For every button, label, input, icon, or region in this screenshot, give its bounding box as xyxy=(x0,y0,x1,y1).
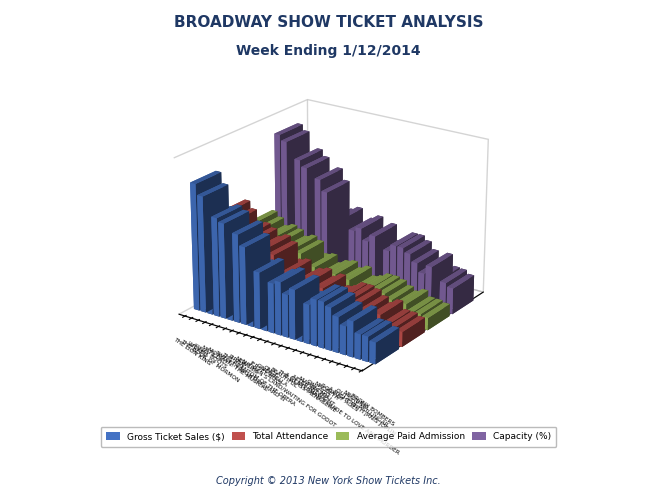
Text: Copyright © 2013 New York Show Tickets Inc.: Copyright © 2013 New York Show Tickets I… xyxy=(216,476,441,486)
Legend: Gross Ticket Sales ($), Total Attendance, Average Paid Admission, Capacity (%): Gross Ticket Sales ($), Total Attendance… xyxy=(101,426,556,447)
Text: Week Ending 1/12/2014: Week Ending 1/12/2014 xyxy=(236,44,421,58)
Text: BROADWAY SHOW TICKET ANALYSIS: BROADWAY SHOW TICKET ANALYSIS xyxy=(173,15,484,30)
